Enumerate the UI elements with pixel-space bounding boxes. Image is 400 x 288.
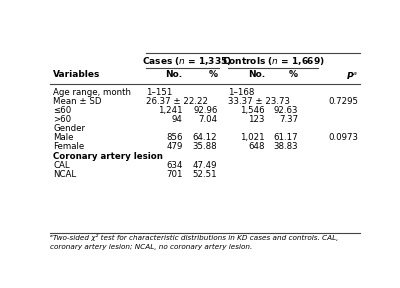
Text: %: %: [289, 70, 298, 79]
Text: No.: No.: [248, 70, 265, 79]
Text: Female: Female: [53, 142, 84, 151]
Text: 123: 123: [248, 115, 265, 124]
Text: 38.83: 38.83: [273, 142, 298, 151]
Text: 856: 856: [166, 133, 183, 142]
Text: 94: 94: [172, 115, 183, 124]
Text: Mean ± SD: Mean ± SD: [53, 97, 102, 106]
Text: %: %: [208, 70, 218, 79]
Text: 92.96: 92.96: [193, 106, 218, 115]
Text: 47.49: 47.49: [193, 161, 218, 170]
Text: 7.04: 7.04: [198, 115, 218, 124]
Text: 52.51: 52.51: [193, 170, 218, 179]
Text: 1–168: 1–168: [228, 88, 255, 97]
Text: CAL: CAL: [53, 161, 70, 170]
Text: Variables: Variables: [53, 70, 100, 79]
Text: 1,241: 1,241: [158, 106, 183, 115]
Text: 0.0973: 0.0973: [328, 133, 358, 142]
Text: No.: No.: [166, 70, 183, 79]
Text: $\bfit{P}$$^a$: $\bfit{P}$$^a$: [346, 70, 358, 81]
Text: 26.37 ± 22.22: 26.37 ± 22.22: [146, 97, 208, 106]
Text: 35.88: 35.88: [193, 142, 218, 151]
Text: coronary artery lesion; NCAL, no coronary artery lesion.: coronary artery lesion; NCAL, no coronar…: [50, 243, 252, 250]
Text: Controls ($\it{n}$ = 1,669): Controls ($\it{n}$ = 1,669): [222, 54, 324, 67]
Text: 1,021: 1,021: [240, 133, 265, 142]
Text: 7.37: 7.37: [279, 115, 298, 124]
Text: 634: 634: [166, 161, 183, 170]
Text: ≤60: ≤60: [53, 106, 71, 115]
Text: 92.63: 92.63: [274, 106, 298, 115]
Text: Age range, month: Age range, month: [53, 88, 131, 97]
Text: 64.12: 64.12: [193, 133, 218, 142]
Text: >60: >60: [53, 115, 71, 124]
Text: NCAL: NCAL: [53, 170, 76, 179]
Text: 479: 479: [166, 142, 183, 151]
Text: 648: 648: [248, 142, 265, 151]
Text: 0.7295: 0.7295: [328, 97, 358, 106]
Text: 61.17: 61.17: [273, 133, 298, 142]
Text: Male: Male: [53, 133, 74, 142]
Text: 701: 701: [166, 170, 183, 179]
Text: ᵃTwo-sided χ² test for characteristic distributions in KD cases and controls. CA: ᵃTwo-sided χ² test for characteristic di…: [50, 234, 338, 241]
Text: 1–151: 1–151: [146, 88, 172, 97]
Text: Cases ($\it{n}$ = 1,335): Cases ($\it{n}$ = 1,335): [142, 54, 232, 67]
Text: Coronary artery lesion: Coronary artery lesion: [53, 152, 163, 161]
Text: 1,546: 1,546: [240, 106, 265, 115]
Text: 33.37 ± 23.73: 33.37 ± 23.73: [228, 97, 290, 106]
Text: Gender: Gender: [53, 124, 85, 133]
